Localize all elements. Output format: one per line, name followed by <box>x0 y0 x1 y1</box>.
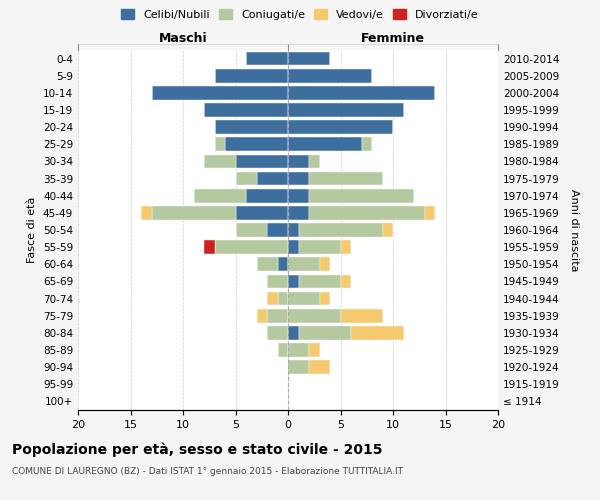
Bar <box>277 258 288 271</box>
Bar <box>267 326 288 340</box>
Bar <box>361 138 372 151</box>
Bar <box>320 292 330 306</box>
Bar <box>309 343 320 357</box>
Bar <box>288 258 320 271</box>
Bar <box>309 189 414 202</box>
Bar <box>341 309 383 322</box>
Bar <box>267 274 288 288</box>
Text: Popolazione per età, sesso e stato civile - 2015: Popolazione per età, sesso e stato civil… <box>12 442 383 457</box>
Bar <box>288 103 404 117</box>
Bar <box>299 240 341 254</box>
Bar <box>277 292 288 306</box>
Bar <box>341 274 351 288</box>
Bar <box>288 360 309 374</box>
Bar <box>151 206 235 220</box>
Legend: Celibi/Nubili, Coniugati/e, Vedovi/e, Divorziati/e: Celibi/Nubili, Coniugati/e, Vedovi/e, Di… <box>118 6 482 23</box>
Bar <box>383 223 393 237</box>
Bar <box>267 309 288 322</box>
Bar <box>288 326 299 340</box>
Bar <box>235 206 288 220</box>
Bar <box>288 120 393 134</box>
Bar <box>215 138 225 151</box>
Bar <box>320 258 330 271</box>
Bar <box>215 240 288 254</box>
Bar <box>288 274 299 288</box>
Bar <box>225 138 288 151</box>
Bar <box>235 154 288 168</box>
Bar <box>299 326 351 340</box>
Bar <box>204 103 288 117</box>
Bar <box>288 309 341 322</box>
Bar <box>288 138 361 151</box>
Bar <box>215 69 288 82</box>
Bar <box>288 206 309 220</box>
Bar <box>257 172 288 185</box>
Bar <box>215 120 288 134</box>
Text: Maschi: Maschi <box>158 32 208 45</box>
Bar <box>288 86 435 100</box>
Bar <box>309 360 330 374</box>
Bar <box>277 343 288 357</box>
Bar <box>235 172 257 185</box>
Bar <box>193 189 246 202</box>
Bar <box>341 240 351 254</box>
Bar <box>288 154 309 168</box>
Bar <box>299 274 341 288</box>
Bar <box>267 292 277 306</box>
Text: Femmine: Femmine <box>361 32 425 45</box>
Bar <box>288 52 330 66</box>
Bar <box>204 240 215 254</box>
Bar <box>425 206 435 220</box>
Bar <box>151 86 288 100</box>
Bar <box>288 292 320 306</box>
Bar <box>288 172 309 185</box>
Bar <box>309 154 320 168</box>
Bar <box>309 172 383 185</box>
Bar <box>309 206 425 220</box>
Bar <box>288 189 309 202</box>
Bar <box>299 223 383 237</box>
Bar <box>204 154 235 168</box>
Bar <box>288 240 299 254</box>
Y-axis label: Fasce di età: Fasce di età <box>28 197 37 263</box>
Text: COMUNE DI LAUREGNO (BZ) - Dati ISTAT 1° gennaio 2015 - Elaborazione TUTTITALIA.I: COMUNE DI LAUREGNO (BZ) - Dati ISTAT 1° … <box>12 468 403 476</box>
Bar <box>288 343 309 357</box>
Bar <box>141 206 151 220</box>
Y-axis label: Anni di nascita: Anni di nascita <box>569 188 579 271</box>
Bar <box>235 223 267 237</box>
Bar <box>288 69 372 82</box>
Bar <box>246 52 288 66</box>
Bar <box>257 258 277 271</box>
Bar <box>257 309 267 322</box>
Bar <box>351 326 404 340</box>
Bar <box>288 223 299 237</box>
Bar <box>246 189 288 202</box>
Bar <box>267 223 288 237</box>
